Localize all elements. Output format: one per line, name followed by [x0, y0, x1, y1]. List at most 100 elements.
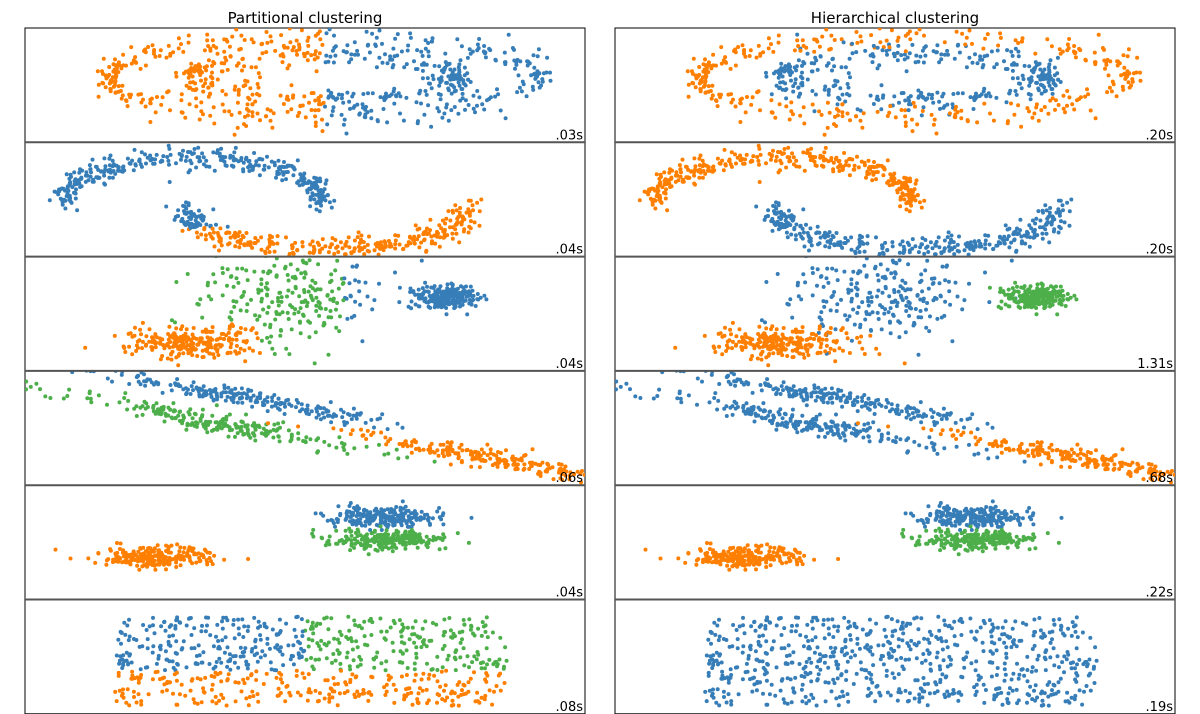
- data-point: [225, 677, 230, 682]
- data-point: [782, 69, 787, 74]
- data-point: [791, 89, 796, 94]
- data-point: [703, 57, 707, 62]
- data-point: [219, 660, 224, 665]
- data-point: [299, 402, 304, 407]
- data-point: [445, 657, 450, 662]
- data-point: [232, 660, 237, 665]
- data-point: [869, 33, 874, 38]
- data-point: [259, 247, 264, 252]
- data-point: [321, 513, 326, 518]
- data-point: [834, 107, 839, 111]
- data-point: [981, 46, 986, 51]
- data-point: [313, 330, 318, 335]
- data-point: [294, 668, 299, 673]
- data-point: [408, 290, 413, 294]
- data-point: [747, 54, 752, 58]
- data-point: [209, 234, 214, 239]
- data-point: [344, 534, 348, 539]
- data-point: [796, 85, 801, 90]
- data-point: [502, 60, 507, 65]
- data-point: [359, 543, 364, 548]
- data-point: [1122, 65, 1127, 70]
- data-point: [205, 32, 210, 37]
- data-point: [412, 678, 417, 683]
- data-point: [471, 631, 475, 636]
- data-point: [125, 623, 130, 628]
- data-point: [73, 177, 78, 182]
- data-point: [809, 61, 814, 66]
- data-point: [972, 98, 977, 103]
- data-point: [230, 34, 235, 39]
- data-point: [223, 92, 228, 97]
- data-point: [914, 53, 919, 58]
- data-point: [313, 108, 318, 113]
- data-point: [257, 173, 262, 178]
- data-point: [290, 243, 294, 248]
- data-point: [351, 249, 356, 254]
- data-point: [1110, 79, 1115, 84]
- data-point: [195, 224, 200, 229]
- data-point: [355, 411, 360, 416]
- data-point: [269, 159, 274, 164]
- data-point: [503, 116, 508, 121]
- data-point: [364, 29, 369, 34]
- data-point: [285, 66, 290, 71]
- data-point: [136, 680, 141, 685]
- data-point: [211, 398, 216, 403]
- data-point: [214, 420, 219, 425]
- data-point: [467, 617, 472, 622]
- data-point: [395, 519, 400, 524]
- data-point: [810, 102, 815, 107]
- data-point: [443, 683, 448, 688]
- data-point: [457, 62, 462, 67]
- data-point: [391, 523, 396, 528]
- data-point: [113, 90, 118, 95]
- data-point: [315, 409, 319, 414]
- data-point: [295, 690, 300, 695]
- data-point: [1007, 91, 1012, 96]
- data-point: [253, 313, 258, 318]
- data-point: [409, 535, 414, 540]
- data-point: [437, 515, 442, 520]
- data-point: [365, 294, 370, 299]
- data-point: [801, 105, 806, 110]
- data-point: [354, 639, 359, 644]
- data-point: [145, 377, 150, 382]
- data-point: [758, 108, 762, 113]
- data-point: [126, 398, 131, 403]
- data-point: [548, 70, 552, 75]
- data-point: [815, 39, 820, 44]
- data-point: [244, 231, 249, 235]
- data-point: [348, 293, 353, 298]
- data-point: [153, 110, 158, 115]
- data-point: [450, 698, 455, 703]
- data-point: [510, 46, 515, 50]
- data-point: [111, 84, 116, 89]
- data-point: [344, 516, 349, 521]
- data-point: [468, 284, 473, 289]
- data-point: [320, 237, 325, 242]
- data-point: [441, 633, 446, 638]
- data-point: [368, 544, 373, 548]
- data-point: [329, 205, 334, 210]
- data-point: [232, 636, 237, 641]
- data-point: [245, 666, 250, 671]
- data-point: [279, 33, 284, 38]
- data-point: [475, 200, 480, 205]
- data-point: [1029, 68, 1034, 73]
- data-point: [224, 231, 229, 236]
- data-point: [63, 206, 68, 211]
- data-point: [348, 548, 353, 553]
- data-point: [843, 99, 848, 104]
- data-point: [336, 681, 340, 686]
- data-point: [385, 61, 390, 66]
- data-point: [845, 92, 849, 96]
- data-point: [348, 106, 352, 111]
- data-point: [370, 31, 375, 36]
- data-point: [826, 92, 831, 97]
- data-point: [1027, 109, 1031, 114]
- data-point: [151, 403, 156, 408]
- data-point: [184, 665, 189, 670]
- data-point: [400, 425, 405, 430]
- data-point: [343, 680, 348, 685]
